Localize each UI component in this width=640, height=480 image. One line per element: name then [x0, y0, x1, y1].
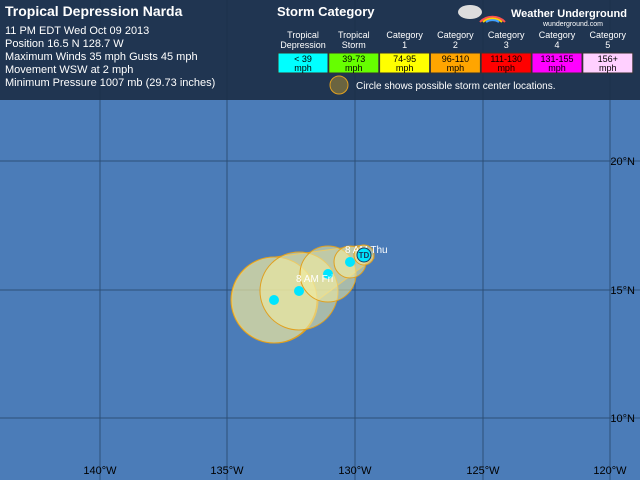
- category-swatch: [480, 52, 532, 74]
- logo-rainbow: [482, 17, 503, 23]
- info-line: Position 16.5 N 128.7 W: [5, 38, 124, 50]
- track-point: [294, 286, 304, 296]
- category-range: 39-73: [342, 54, 365, 64]
- track-points: [269, 257, 355, 305]
- category-range: mph: [497, 63, 515, 73]
- logo-url: wunderground.com: [542, 21, 603, 28]
- storm-marker: TD: [356, 247, 372, 263]
- category-range: 74-95: [393, 54, 416, 64]
- category-swatch: [582, 52, 634, 74]
- lat-label: 10°N: [610, 413, 635, 425]
- category-label: Category: [386, 30, 423, 40]
- category-range: 111-130: [490, 54, 522, 64]
- logo: Weather Underground wunderground.com: [458, 5, 627, 28]
- category-range: mph: [396, 63, 414, 73]
- track-point: [345, 257, 355, 267]
- track-point: [323, 269, 333, 279]
- info-line: Movement WSW at 2 mph: [5, 64, 133, 76]
- category-swatch: [531, 52, 583, 74]
- category-range: mph: [599, 63, 617, 73]
- category-label: 5: [605, 40, 610, 50]
- storm-symbol: [356, 247, 372, 263]
- lon-label: 140°W: [83, 465, 117, 477]
- lon-label: 125°W: [466, 465, 500, 477]
- lon-labels: 140°W 135°W 130°W 125°W 120°W: [83, 465, 627, 477]
- category-label: Tropical: [287, 30, 319, 40]
- category-label: Category: [437, 30, 474, 40]
- info-line: 11 PM EDT Wed Oct 09 2013: [5, 25, 149, 37]
- logo-rainbow: [479, 15, 506, 23]
- logo-name: Weather Underground: [511, 8, 627, 20]
- category-label: Depression: [280, 40, 326, 50]
- category-label: 2: [453, 40, 458, 50]
- category-range: mph: [345, 63, 363, 73]
- category-range: < 39: [294, 54, 312, 64]
- category-range: mph: [548, 63, 566, 73]
- lat-label: 15°N: [610, 285, 635, 297]
- category-label: 4: [554, 40, 559, 50]
- lat-label: 20°N: [610, 156, 635, 168]
- category-label: Tropical: [338, 30, 370, 40]
- storm-marker-label: TD: [359, 251, 370, 260]
- category-label: Category: [539, 30, 576, 40]
- header-panel: [0, 0, 640, 100]
- legend-title: Storm Category: [277, 4, 375, 19]
- legend-note: Circle shows possible storm center locat…: [356, 81, 556, 92]
- info-line: Maximum Winds 35 mph Gusts 45 mph: [5, 51, 198, 63]
- category-label: 1: [402, 40, 407, 50]
- logo-rainbow: [485, 19, 500, 23]
- lon-label: 135°W: [210, 465, 244, 477]
- lon-label: 130°W: [338, 465, 372, 477]
- category-label: Storm: [342, 40, 366, 50]
- time-label: 8 AM Fri: [296, 274, 333, 285]
- category-label: Category: [488, 30, 525, 40]
- storm-title: Tropical Depression Narda: [5, 3, 183, 19]
- category-swatch: [277, 52, 329, 74]
- category-range: 131-155: [540, 54, 573, 64]
- category-range: mph: [447, 63, 465, 73]
- legend-circle: [329, 75, 349, 95]
- category-range: mph: [294, 63, 312, 73]
- track-point: [269, 295, 279, 305]
- lat-labels: 20°N 15°N 10°N: [610, 156, 635, 425]
- category-range: 96-110: [442, 54, 469, 64]
- category-swatch: [429, 52, 481, 74]
- logo-cloud: [458, 5, 482, 19]
- category-range: 156+: [598, 54, 618, 64]
- info-line: Minimum Pressure 1007 mb (29.73 inches): [5, 77, 215, 89]
- category-swatch: [379, 52, 431, 74]
- category-swatch: [328, 52, 380, 74]
- category-label: 3: [504, 40, 509, 50]
- category-label: Category: [590, 30, 627, 40]
- lon-label: 120°W: [593, 465, 627, 477]
